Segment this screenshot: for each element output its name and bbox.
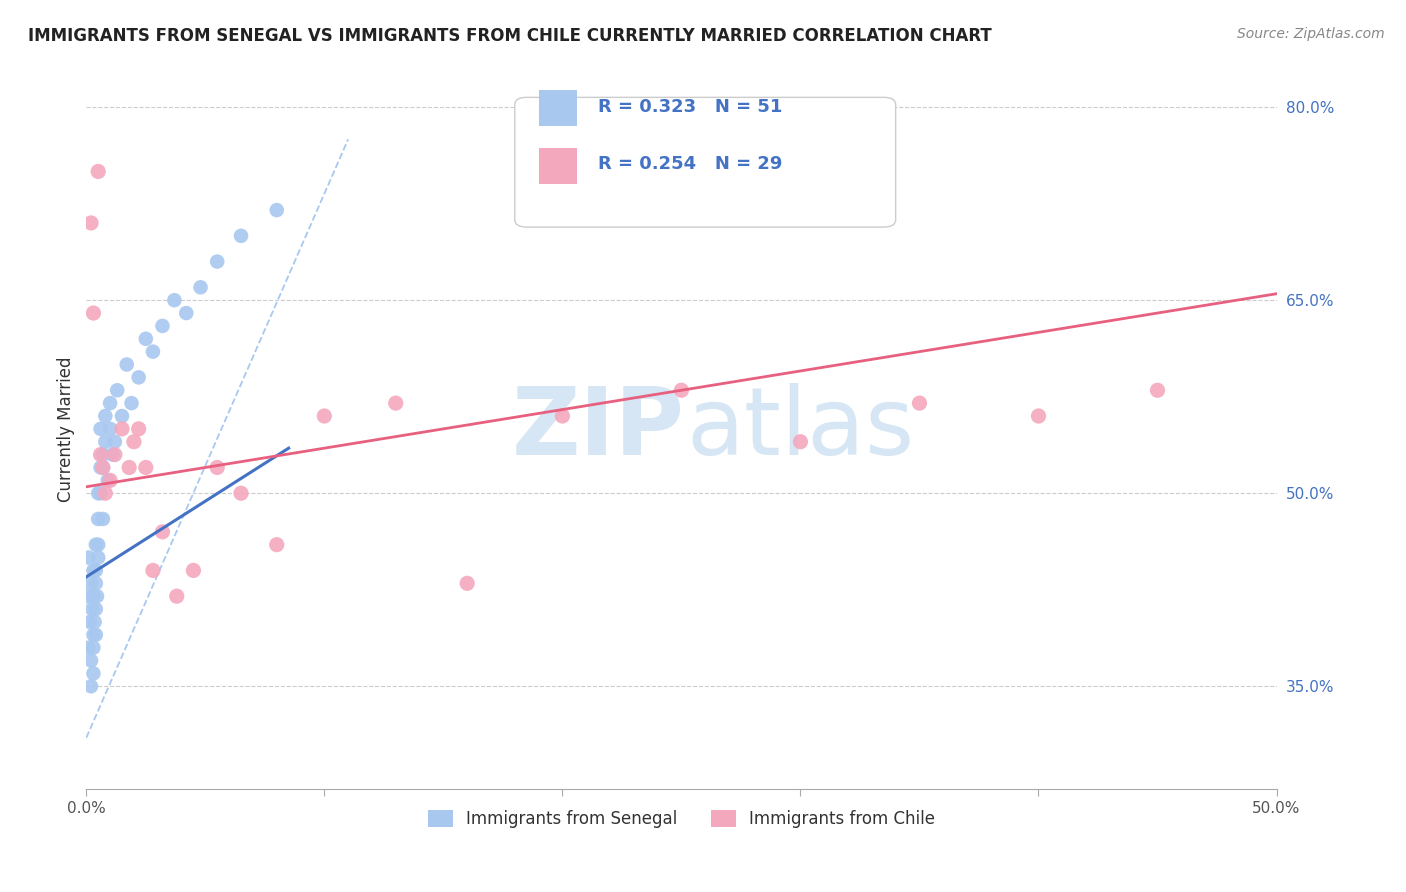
Text: R = 0.254   N = 29: R = 0.254 N = 29	[598, 155, 783, 173]
Point	[98, 396, 121, 410]
Point	[183, 564, 205, 578]
Text: Source: ZipAtlas.com: Source: ZipAtlas.com	[1237, 27, 1385, 41]
Point	[152, 524, 174, 539]
Text: IMMIGRANTS FROM SENEGAL VS IMMIGRANTS FROM CHILE CURRENTLY MARRIED CORRELATION C: IMMIGRANTS FROM SENEGAL VS IMMIGRANTS FR…	[28, 27, 991, 45]
Point	[80, 576, 103, 591]
Point	[128, 370, 150, 384]
Point	[111, 409, 134, 423]
Point	[104, 434, 127, 449]
Point	[82, 589, 104, 603]
Point	[456, 576, 478, 591]
Point	[121, 396, 143, 410]
Point	[174, 306, 197, 320]
Point	[82, 564, 104, 578]
Point	[142, 344, 165, 359]
Point	[98, 422, 121, 436]
Point	[79, 615, 101, 629]
Point	[94, 486, 117, 500]
Point	[190, 280, 212, 294]
Point	[1146, 384, 1168, 398]
Point	[91, 460, 114, 475]
Text: atlas: atlas	[686, 383, 914, 475]
Point	[80, 653, 103, 667]
Point	[90, 460, 112, 475]
Point	[84, 628, 107, 642]
Point	[90, 486, 112, 500]
FancyBboxPatch shape	[515, 97, 896, 227]
Point	[104, 448, 127, 462]
Point	[166, 589, 188, 603]
Point	[266, 538, 288, 552]
Point	[551, 409, 574, 423]
Point	[82, 306, 104, 320]
Point	[205, 254, 228, 268]
Point	[163, 293, 186, 308]
Point	[80, 216, 103, 230]
Point	[266, 203, 288, 218]
Point	[82, 602, 104, 616]
Point	[82, 640, 104, 655]
Point	[82, 628, 104, 642]
FancyBboxPatch shape	[538, 148, 576, 184]
Point	[128, 422, 150, 436]
Point	[229, 228, 252, 243]
Point	[118, 460, 141, 475]
Point	[314, 409, 336, 423]
Point	[1028, 409, 1050, 423]
Point	[91, 460, 114, 475]
Point	[101, 448, 124, 462]
Point	[87, 538, 110, 552]
Point	[84, 538, 107, 552]
Text: R = 0.323   N = 51: R = 0.323 N = 51	[598, 98, 783, 116]
Point	[205, 460, 228, 475]
Point	[384, 396, 406, 410]
Point	[80, 679, 103, 693]
Point	[87, 486, 110, 500]
Point	[115, 358, 138, 372]
Point	[87, 164, 110, 178]
Point	[229, 486, 252, 500]
Point	[90, 422, 112, 436]
Point	[122, 434, 145, 449]
Point	[789, 434, 811, 449]
Point	[91, 512, 114, 526]
Point	[90, 448, 112, 462]
Point	[84, 576, 107, 591]
Point	[84, 564, 107, 578]
Point	[82, 666, 104, 681]
Point	[86, 589, 108, 603]
FancyBboxPatch shape	[538, 90, 576, 126]
Point	[97, 474, 120, 488]
Point	[77, 640, 100, 655]
Point	[94, 409, 117, 423]
Point	[111, 422, 134, 436]
Point	[77, 550, 100, 565]
Point	[84, 602, 107, 616]
Point	[91, 448, 114, 462]
Point	[94, 434, 117, 449]
Point	[135, 332, 157, 346]
Point	[105, 384, 128, 398]
Point	[142, 564, 165, 578]
Legend: Immigrants from Senegal, Immigrants from Chile: Immigrants from Senegal, Immigrants from…	[422, 804, 942, 835]
Point	[135, 460, 157, 475]
Point	[908, 396, 931, 410]
Point	[671, 384, 693, 398]
Point	[87, 550, 110, 565]
Y-axis label: Currently Married: Currently Married	[58, 356, 75, 501]
Point	[98, 474, 121, 488]
Point	[83, 615, 105, 629]
Text: ZIP: ZIP	[512, 383, 685, 475]
Point	[152, 318, 174, 333]
Point	[76, 589, 98, 603]
Point	[87, 512, 110, 526]
